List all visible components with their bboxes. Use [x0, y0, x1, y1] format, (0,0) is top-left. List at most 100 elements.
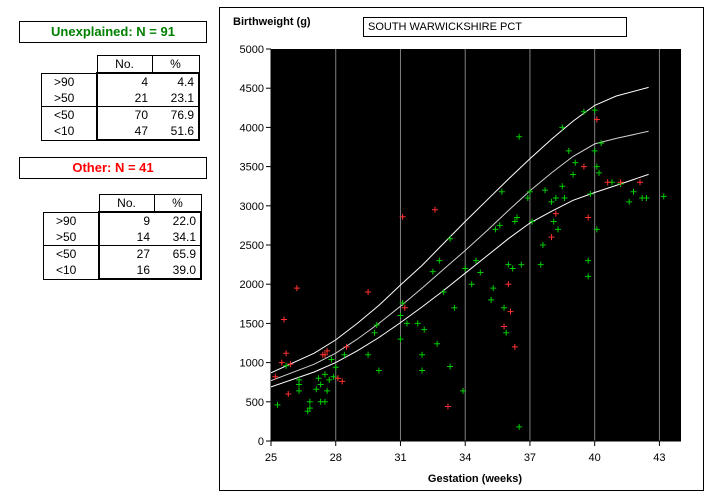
data-point	[617, 179, 624, 186]
data-point	[548, 234, 555, 241]
data-point	[505, 261, 512, 268]
y-tick-label: 2000	[240, 279, 264, 291]
centile-curve	[271, 173, 649, 388]
table-row: >50 14 34.1	[43, 229, 202, 246]
data-point	[429, 268, 436, 275]
data-point	[339, 378, 346, 385]
data-point	[278, 359, 285, 366]
y-tick-label: 4500	[240, 83, 264, 95]
data-point	[460, 387, 467, 394]
y-tick-label: 3000	[240, 201, 264, 213]
data-point	[419, 351, 426, 358]
row-label: <50	[41, 106, 97, 123]
y-tick-label: 3500	[240, 162, 264, 174]
x-tick-label: 40	[589, 452, 601, 464]
data-point	[526, 188, 533, 195]
data-point	[306, 405, 313, 412]
data-point	[334, 375, 341, 382]
unexplained-title: Unexplained: N = 91	[19, 21, 207, 43]
table-row: <50 70 76.9	[41, 106, 200, 123]
data-point	[468, 281, 475, 288]
data-point	[477, 269, 484, 276]
data-point	[660, 193, 667, 200]
data-point	[296, 387, 303, 394]
x-tick-label: 37	[524, 452, 536, 464]
data-point	[516, 423, 523, 430]
data-point	[313, 386, 320, 393]
x-tick-label: 25	[265, 452, 277, 464]
row-pct: 23.1	[152, 90, 200, 107]
data-point	[283, 350, 290, 357]
data-point	[332, 364, 339, 371]
other-title: Other: N = 41	[19, 157, 207, 179]
data-point	[399, 213, 406, 220]
other-table: No. % >90 9 22.0 >50 14 34.1 <50 27 65.9…	[43, 194, 202, 280]
data-point	[503, 329, 510, 336]
data-point	[473, 257, 479, 264]
data-point	[598, 140, 605, 147]
data-point	[529, 218, 536, 225]
data-point	[306, 398, 313, 405]
data-point	[580, 163, 587, 170]
data-point	[280, 316, 287, 323]
data-point	[399, 300, 406, 307]
data-point	[585, 214, 592, 221]
data-point	[507, 308, 514, 315]
row-label: <50	[43, 245, 99, 262]
data-point	[285, 390, 292, 397]
data-point	[565, 147, 572, 154]
row-pct: 34.1	[154, 229, 202, 246]
row-label: >50	[43, 229, 99, 246]
data-point	[287, 361, 294, 368]
plot-area	[271, 49, 681, 441]
data-point	[324, 347, 331, 354]
data-point	[365, 289, 372, 296]
data-point	[440, 289, 447, 296]
y-tick-label: 0	[258, 436, 264, 448]
data-point	[283, 362, 290, 369]
data-point	[593, 163, 600, 170]
y-tick-label: 1500	[240, 318, 264, 330]
data-point	[537, 261, 544, 268]
data-point	[637, 179, 643, 186]
data-point	[321, 398, 328, 405]
data-point	[501, 304, 508, 311]
row-pct: 51.6	[152, 123, 200, 141]
data-point	[496, 222, 503, 229]
centile-curve	[271, 130, 649, 382]
data-point	[490, 285, 497, 292]
data-point	[518, 261, 525, 268]
row-label: <10	[41, 123, 97, 141]
table-row: >90 9 22.0	[43, 211, 202, 229]
data-point	[591, 107, 598, 114]
data-point	[559, 124, 566, 131]
data-point	[593, 116, 600, 123]
data-point	[397, 336, 404, 343]
row-no: 21	[96, 90, 152, 107]
data-point	[447, 235, 454, 242]
row-pct: 22.0	[154, 211, 202, 229]
data-point	[375, 367, 382, 374]
data-point	[542, 187, 549, 194]
data-point	[397, 312, 404, 319]
data-point	[488, 296, 495, 303]
row-no: 9	[98, 211, 154, 229]
data-point	[343, 343, 350, 350]
data-point	[587, 191, 594, 198]
chart-title: SOUTH WARWICKSHIRE PCT	[363, 17, 627, 37]
data-point	[326, 376, 333, 383]
data-point	[434, 340, 441, 347]
data-point	[593, 226, 600, 233]
data-point	[330, 373, 337, 380]
data-point	[596, 169, 602, 176]
row-no: 70	[96, 106, 152, 123]
row-no: 47	[96, 123, 152, 141]
y-tick-label: 2500	[240, 240, 264, 252]
data-point	[514, 214, 520, 221]
data-point	[444, 403, 451, 410]
data-point	[419, 367, 426, 374]
data-point	[324, 387, 331, 394]
row-label: >50	[41, 90, 97, 107]
table-header-row: No. %	[44, 194, 202, 213]
data-point	[501, 323, 508, 330]
